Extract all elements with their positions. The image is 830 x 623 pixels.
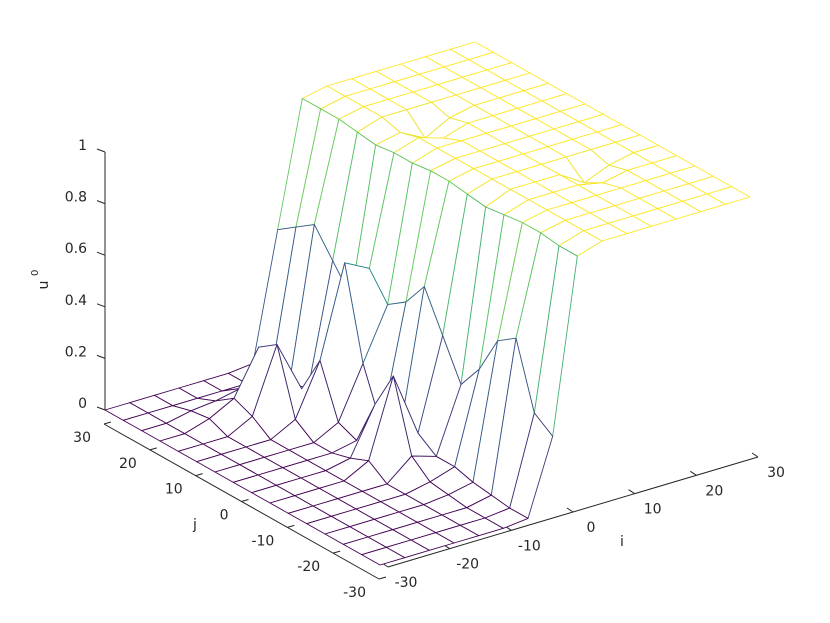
x-tick bbox=[751, 452, 759, 458]
z-label-sup: 0 bbox=[30, 270, 41, 276]
mesh-cell bbox=[361, 546, 406, 566]
z-axis-label: u 0 bbox=[30, 270, 52, 290]
z-tick bbox=[96, 406, 106, 411]
z-tick bbox=[96, 200, 106, 205]
z-tick bbox=[96, 303, 106, 308]
z-tick-label: 0.4 bbox=[65, 293, 87, 309]
z-tick-label: 1 bbox=[78, 138, 87, 154]
z-tick-label: 0.2 bbox=[65, 344, 87, 360]
x-tick bbox=[690, 470, 697, 476]
x-tick-label: -10 bbox=[518, 538, 541, 554]
x-tick-label: 0 bbox=[587, 520, 596, 536]
z-tick bbox=[96, 148, 106, 153]
x-tick-label: 30 bbox=[767, 465, 785, 481]
y-tick-label: 20 bbox=[119, 456, 137, 472]
x-tick-label: -30 bbox=[395, 575, 418, 591]
y-tick bbox=[103, 421, 112, 425]
x-tick bbox=[628, 489, 635, 495]
x-tick-label: 10 bbox=[644, 502, 662, 518]
y-tick-label: 0 bbox=[220, 508, 229, 524]
y-tick bbox=[241, 499, 249, 502]
x-tick-label: -20 bbox=[456, 557, 479, 573]
z-tick bbox=[96, 251, 106, 256]
y-tick bbox=[333, 550, 341, 554]
y-tick bbox=[287, 524, 295, 528]
y-tick bbox=[378, 576, 387, 580]
x-tick-label: 20 bbox=[705, 483, 723, 499]
z-tick-label: 0.6 bbox=[65, 241, 87, 257]
x-axis-label: i bbox=[620, 534, 624, 550]
y-tick bbox=[195, 473, 203, 477]
y-axis-label: j bbox=[192, 517, 197, 533]
x-tick bbox=[566, 507, 574, 513]
y-tick-label: 30 bbox=[73, 430, 91, 446]
z-tick-label: 0 bbox=[78, 396, 87, 412]
y-tick bbox=[149, 447, 157, 451]
y-tick-label: -20 bbox=[297, 559, 320, 575]
y-tick-label: 10 bbox=[165, 482, 183, 498]
z-tick bbox=[96, 354, 106, 359]
y-tick-label: -10 bbox=[251, 533, 274, 549]
z-tick-label: 0.8 bbox=[65, 190, 87, 206]
y-tick-label: -30 bbox=[343, 585, 366, 601]
z-label-base: u bbox=[36, 281, 52, 290]
